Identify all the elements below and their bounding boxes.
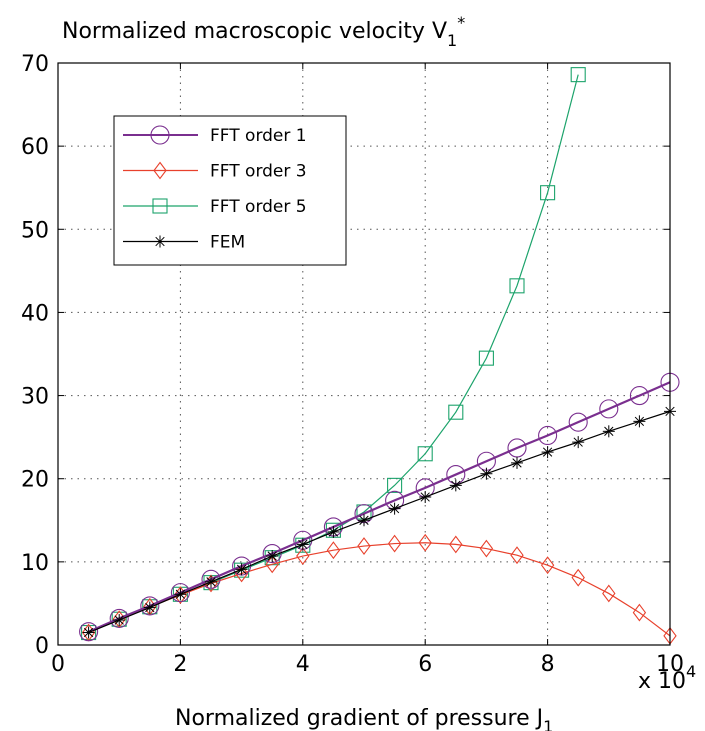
legend-item: FFT order 1 <box>123 125 307 146</box>
legend-marker <box>154 235 166 248</box>
data-point <box>113 614 126 627</box>
y-tick-label: 60 <box>21 135 49 160</box>
series-line <box>88 381 671 633</box>
axis-ticks: 0 2 4 6 8 10 0 10 20 30 40 50 60 70 <box>21 52 684 677</box>
data-point <box>418 533 432 552</box>
x-axis-label: Normalized gradient of pressure J1 <box>175 706 553 731</box>
data-point <box>449 535 463 554</box>
data-point <box>478 350 494 366</box>
y-tick-label: 0 <box>35 634 49 659</box>
grid <box>58 63 670 645</box>
data-point <box>81 624 97 641</box>
data-point <box>296 538 309 551</box>
y-tick-label: 70 <box>21 52 49 77</box>
data-point <box>417 446 433 462</box>
data-point <box>633 415 646 428</box>
x-tick-label: 0 <box>51 652 65 677</box>
data-point <box>541 446 554 459</box>
legend-marker <box>152 198 168 214</box>
legend-label: FEM <box>210 233 245 253</box>
data-point <box>357 537 371 555</box>
data-point <box>572 436 585 449</box>
legend-label: FFT order 1 <box>210 126 307 146</box>
data-point <box>449 479 462 492</box>
data-point <box>358 514 370 527</box>
data-point <box>326 541 341 560</box>
legend-marker <box>153 161 167 180</box>
data-point <box>509 278 525 294</box>
data-point <box>387 534 402 553</box>
legend-marker <box>150 125 170 145</box>
data-point <box>540 556 555 575</box>
x-tick-label: 4 <box>296 652 310 677</box>
data-point <box>602 425 615 438</box>
data-point <box>387 477 403 493</box>
data-point <box>235 563 248 576</box>
y-tick-label: 20 <box>21 468 49 493</box>
legend-label: FFT order 5 <box>210 197 307 217</box>
data-point <box>419 491 432 504</box>
data-point <box>205 575 217 588</box>
data-point <box>568 412 588 432</box>
series-layer <box>79 67 680 645</box>
x-tick-label: 10 <box>656 652 684 677</box>
legend-label: FFT order 3 <box>210 162 307 182</box>
data-point <box>570 67 586 83</box>
data-point <box>510 546 524 565</box>
x-axis-multiplier: x 104 <box>638 662 696 694</box>
plot-area-frame <box>57 62 671 646</box>
y-tick-label: 50 <box>21 218 49 243</box>
legend-item: FFT order 5 <box>123 197 307 217</box>
data-point <box>262 543 282 564</box>
data-point <box>170 583 190 603</box>
series-line <box>88 410 671 634</box>
data-point <box>632 603 647 622</box>
data-point <box>388 502 401 515</box>
y-tick-label: 40 <box>21 301 49 326</box>
x-tick-label: 2 <box>173 652 187 677</box>
data-point <box>142 599 158 615</box>
series-asterisk <box>82 405 676 639</box>
series-circle <box>79 372 680 642</box>
legend: FFT order 1 FFT order 3 FFT order 5 FEM <box>113 115 347 266</box>
data-point <box>82 626 95 639</box>
x-tick-label: 8 <box>541 652 555 677</box>
y-tick-label: 10 <box>21 551 49 576</box>
data-point <box>480 467 493 480</box>
data-point <box>174 588 187 601</box>
data-point <box>143 601 156 614</box>
data-point <box>296 547 310 565</box>
data-point <box>602 584 616 603</box>
data-point <box>79 622 99 642</box>
data-point <box>140 596 160 616</box>
legend-item: FEM <box>123 233 245 253</box>
data-point <box>571 568 585 587</box>
data-point <box>327 525 340 538</box>
data-point <box>538 425 558 446</box>
x-tick-label: 6 <box>418 652 432 677</box>
data-point <box>479 539 494 558</box>
data-point <box>201 569 221 589</box>
data-point <box>511 456 523 469</box>
data-point <box>448 404 464 420</box>
data-point <box>111 611 127 627</box>
data-point <box>109 608 129 628</box>
chart-title: Normalized macroscopic velocity V1* <box>62 13 465 50</box>
data-point <box>266 550 279 563</box>
legend-item: FFT order 3 <box>123 162 307 182</box>
series-line <box>88 542 671 637</box>
data-point <box>540 185 556 201</box>
y-tick-label: 30 <box>21 385 49 410</box>
data-point <box>599 399 619 419</box>
data-point <box>629 386 649 406</box>
